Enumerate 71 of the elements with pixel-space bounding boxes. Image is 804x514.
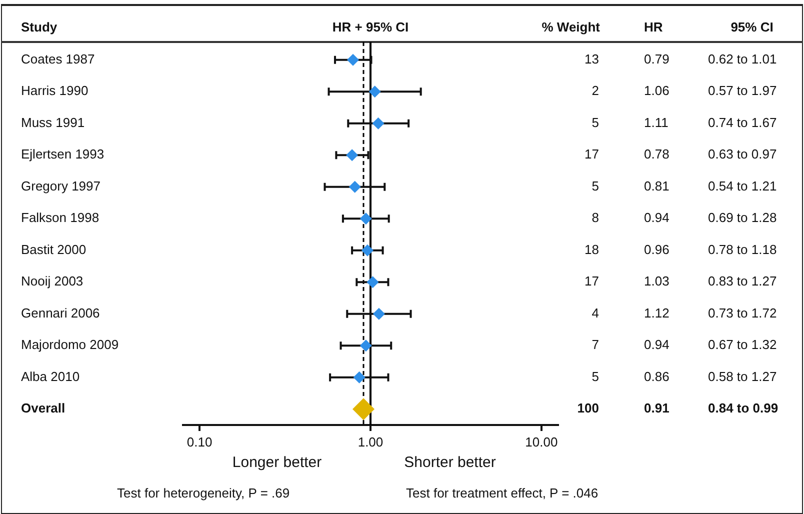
- text: 1.06: [644, 83, 670, 98]
- y-tick-label: Ejlertsen 1993: [21, 146, 104, 162]
- text: 1.03: [644, 274, 670, 289]
- text: 1.11: [644, 114, 668, 130]
- text: 13: [584, 51, 599, 66]
- text: 0.79: [644, 51, 670, 66]
- data-label: 0.78 to 1.18: [708, 242, 777, 257]
- point: [372, 308, 385, 320]
- x-tick-label: 0.10: [186, 434, 212, 450]
- point: [372, 117, 384, 130]
- point: [368, 86, 381, 98]
- data-label: 0.69 to 1.28: [708, 210, 777, 226]
- y-tick-label: Harris 1990: [21, 83, 88, 98]
- text: 4: [592, 305, 599, 320]
- text: 17: [584, 274, 599, 289]
- text: 95% CI: [730, 20, 774, 35]
- y-tick-label: Coates 1987: [21, 51, 95, 66]
- text: 0.96: [644, 242, 670, 257]
- text: 100: [577, 400, 599, 416]
- text: Longer better: [232, 454, 322, 472]
- point: [346, 149, 358, 162]
- y-tick-label: Gennari 2006: [21, 305, 100, 320]
- point: [360, 212, 372, 225]
- chart-title: HR + 95% CI: [332, 20, 409, 35]
- data-label: 0.62 to 1.01: [708, 51, 777, 66]
- text: 0.94: [644, 210, 670, 226]
- text: 0.86: [644, 368, 670, 384]
- y-axis-title: Study: [21, 20, 58, 35]
- text: 8: [592, 210, 599, 226]
- text: 1.12: [644, 305, 670, 320]
- point: [360, 340, 372, 352]
- point: [353, 371, 366, 384]
- text: 17: [584, 146, 599, 162]
- text: Test for treatment effect, P = .046: [406, 486, 598, 501]
- y-tick-label: Alba 2010: [21, 368, 80, 384]
- text: 7: [592, 337, 599, 352]
- y-tick-label: Bastit 2000: [21, 242, 86, 257]
- data-label: 0.67 to 1.32: [708, 337, 777, 352]
- data-label: 0.63 to 0.97: [708, 146, 777, 162]
- data-label: 0.74 to 1.67: [708, 114, 777, 130]
- text: 0.81: [644, 178, 670, 194]
- text: 0.91: [644, 400, 670, 416]
- data-label: 0.83 to 1.27: [708, 274, 777, 289]
- text: Test for heterogeneity, P = .69: [117, 486, 290, 501]
- data-label: 0.84 to 0.99: [708, 400, 778, 416]
- text: HR: [644, 20, 664, 35]
- text: Shorter better: [404, 454, 496, 472]
- y-tick-label: Gregory 1997: [21, 178, 100, 194]
- point: [361, 244, 374, 256]
- text: 0.78: [644, 146, 670, 162]
- point: [346, 54, 360, 66]
- data-label: 0.57 to 1.97: [708, 83, 777, 98]
- y-tick-label: Nooij 2003: [21, 274, 84, 289]
- x-tick-label: 1.00: [358, 434, 384, 450]
- y-tick-label: Falkson 1998: [21, 210, 100, 226]
- text: 5: [592, 178, 599, 194]
- text: 5: [592, 114, 599, 130]
- text: % Weight: [542, 20, 601, 35]
- y-tick-label: Muss 1991: [21, 114, 85, 130]
- text: 18: [584, 242, 599, 257]
- data-label: 0.73 to 1.72: [708, 305, 777, 320]
- x-tick-label: 10.00: [525, 434, 558, 450]
- data-label: 0.58 to 1.27: [708, 368, 777, 384]
- text: 2: [592, 83, 599, 98]
- data-label: 0.54 to 1.21: [708, 178, 777, 194]
- text: 5: [592, 368, 599, 384]
- point: [348, 180, 361, 193]
- point: [366, 276, 379, 288]
- text: 0.94: [644, 337, 670, 352]
- y-tick-label: Overall: [21, 400, 66, 416]
- y-tick-label: Majordomo 2009: [21, 337, 119, 352]
